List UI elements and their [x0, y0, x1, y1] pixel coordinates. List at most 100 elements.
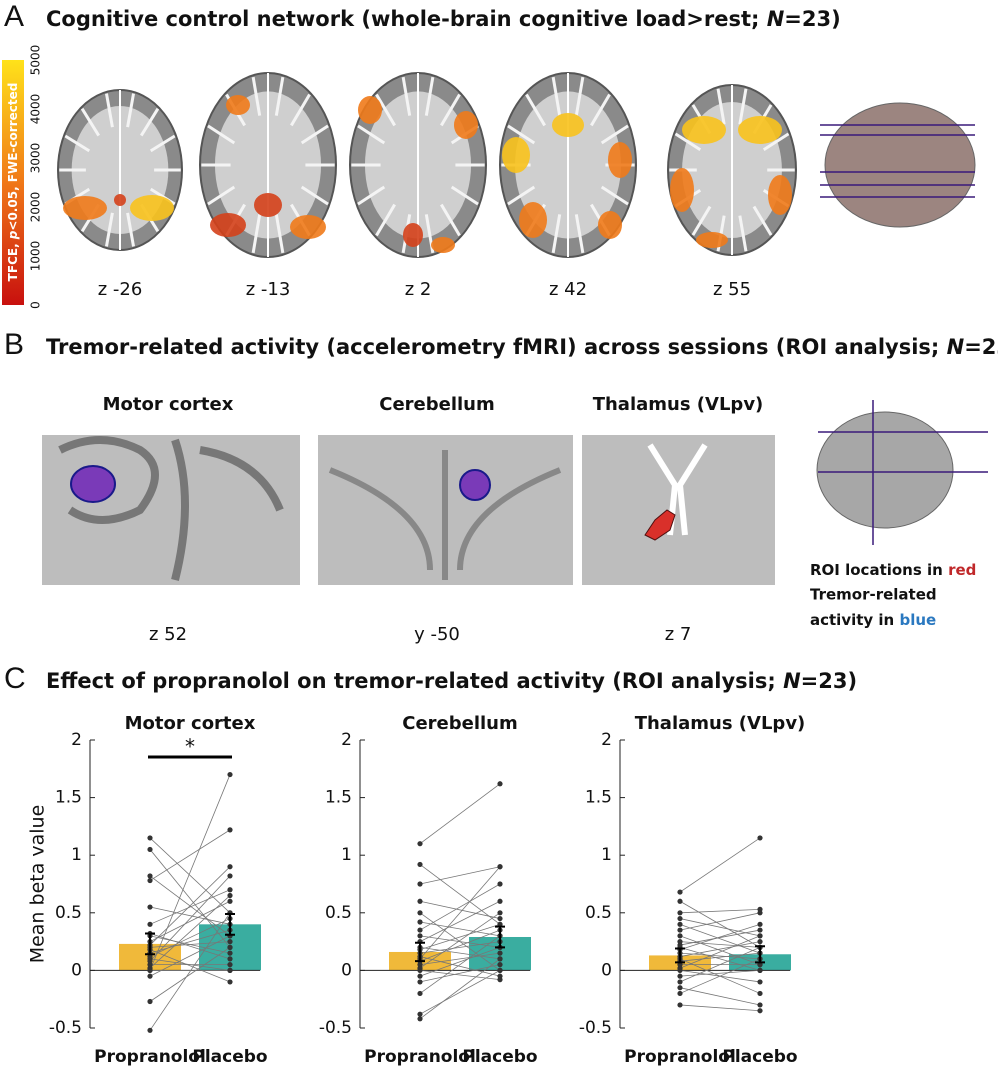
gyrus [691, 205, 712, 236]
gyrus [105, 212, 114, 247]
subject-line [679, 923, 761, 951]
subject-point [497, 967, 503, 974]
activation [454, 111, 478, 139]
panel-letter: A [4, 0, 24, 33]
subject-point [227, 956, 233, 962]
gyrus [274, 76, 285, 116]
subject-line [679, 958, 761, 994]
activation [358, 96, 382, 124]
subject-point [417, 927, 423, 933]
subject-line [679, 952, 761, 960]
gyrus [290, 93, 311, 127]
subject-point [497, 956, 503, 962]
gyrus [600, 124, 629, 145]
subject-line [149, 935, 231, 954]
slice-label: z -26 [98, 279, 143, 300]
gyrus [207, 124, 236, 145]
subject-point [677, 933, 683, 939]
gyrus [590, 93, 611, 127]
gyrus [251, 214, 262, 254]
y-tick-label: 0.5 [585, 903, 612, 923]
gyrus [574, 214, 585, 254]
subject-line [419, 866, 501, 885]
activation [431, 237, 455, 253]
y-tick-label: 0 [601, 960, 612, 980]
subject-point [147, 921, 153, 927]
panel-letter: B [4, 328, 24, 361]
subject-point [497, 921, 503, 927]
panel-title: Cognitive control network (whole-brain c… [46, 7, 841, 31]
y-tick-label: -0.5 [319, 1018, 352, 1038]
subject-point [757, 927, 763, 933]
subject-line [679, 987, 761, 1006]
y-tick-label: 1.5 [325, 788, 352, 808]
gyrus [274, 214, 285, 254]
gyrus [674, 132, 702, 151]
subject-line [419, 912, 501, 969]
y-tick-label: -0.5 [579, 1018, 612, 1038]
colorbar-tick-label: 0 [29, 301, 43, 309]
subject-line [149, 947, 231, 1002]
subject-line [419, 946, 501, 960]
subject-point [227, 950, 233, 956]
roi-blue [459, 469, 491, 501]
subject-line [419, 929, 501, 962]
gyrus [149, 134, 176, 153]
legend-text: activity in blue [810, 611, 936, 629]
activation [598, 211, 622, 239]
brain-3d [816, 411, 954, 529]
subject-point [497, 910, 503, 916]
gyrus [440, 93, 461, 127]
slice-label: z 55 [713, 279, 751, 300]
subject-point [147, 846, 153, 853]
subject-point [227, 864, 233, 870]
subject-line [149, 912, 231, 1031]
subject-point [757, 979, 763, 985]
subject-point [417, 841, 423, 847]
colorbar-tick-label: 5000 [29, 45, 43, 76]
y-tick-label: 1 [601, 845, 612, 865]
subject-line [149, 900, 231, 942]
gyrus [375, 203, 396, 237]
subject-point [227, 887, 233, 893]
subject-point [147, 873, 153, 879]
activation [290, 215, 326, 239]
subject-point [227, 967, 233, 974]
activation [254, 193, 282, 217]
cortex-gyri [58, 436, 284, 581]
gyrus [207, 185, 236, 206]
subject-line [679, 918, 761, 937]
subject-point [497, 881, 503, 887]
colorbar-tick-label: 3000 [29, 143, 43, 174]
subject-line [419, 952, 501, 966]
activation [210, 213, 246, 237]
y-tick-label: 0.5 [325, 903, 352, 923]
subject-line [149, 906, 231, 925]
slice-label: y -50 [414, 624, 460, 645]
subject-point [677, 990, 683, 997]
subject-point [497, 781, 503, 787]
subject-point [227, 939, 233, 945]
subject-line [149, 837, 231, 914]
subject-point [417, 1011, 423, 1017]
y-tick-label: 1 [341, 845, 352, 865]
x-tick-label: Placebo [462, 1047, 537, 1067]
colorbar-label: TFCE, p<0.05, FWE-corrected [6, 83, 20, 282]
subject-line [419, 783, 501, 845]
subject-point [227, 944, 233, 950]
gyrus [80, 107, 101, 137]
slice-label: z 2 [405, 279, 432, 300]
subject-line [679, 935, 761, 966]
subject-line [679, 935, 761, 969]
subject-point [417, 979, 423, 985]
gyrus [738, 215, 748, 252]
roi-red [644, 509, 676, 541]
subject-point [757, 835, 763, 841]
legend-text: Tremor-related [810, 586, 937, 604]
subject-line [419, 866, 501, 960]
subject-point [757, 962, 763, 968]
subject-point [417, 973, 423, 979]
subject-line [419, 864, 501, 925]
gyrus [738, 88, 748, 125]
